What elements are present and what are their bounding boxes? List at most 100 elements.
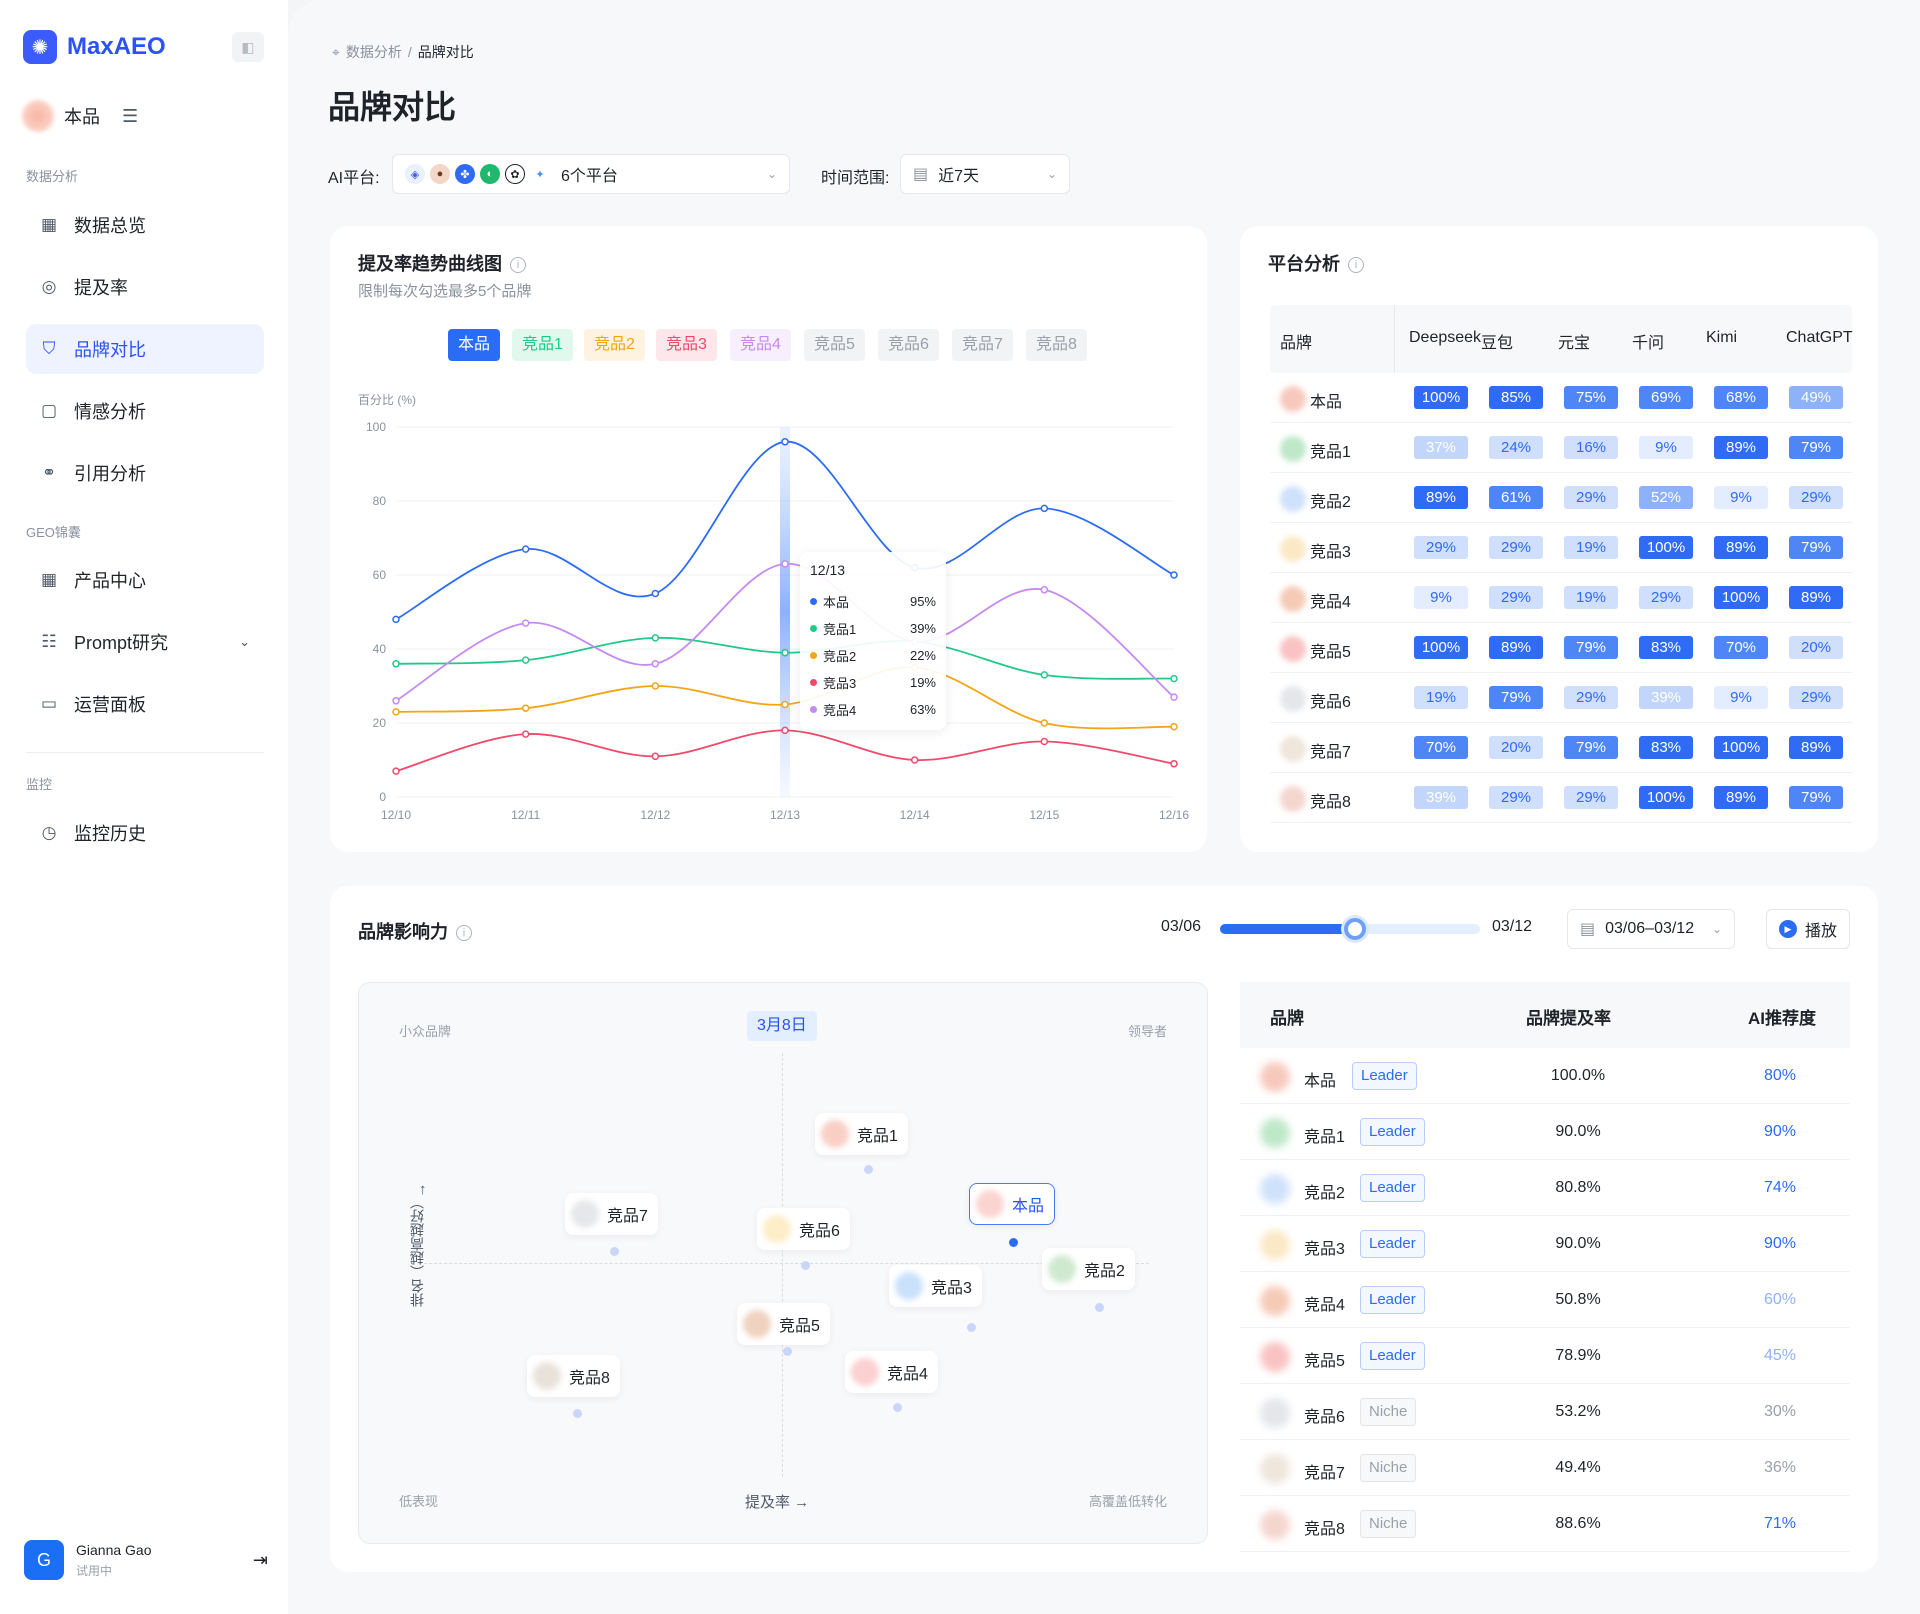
date-range-picker[interactable]: ▤ 03/06–03/12 ⌄ — [1567, 909, 1735, 949]
date-slider-track[interactable] — [1220, 918, 1480, 940]
influence-matrix: 小众品牌 领导者 低表现 高覆盖低转化 3月8日 提及率 → 排名（越高越好） … — [358, 982, 1208, 1544]
quadrant-top-right: 领导者 — [1127, 1024, 1167, 1039]
table-row[interactable]: 竞品8 Niche 88.6% 71% — [1240, 1496, 1850, 1552]
table-row[interactable]: 竞品2 Leader 80.8% 74% — [1240, 1160, 1850, 1216]
table-row[interactable]: 竞品4 Leader 50.8% 60% — [1240, 1272, 1850, 1328]
brand-chip-competitor-7[interactable]: 竞品7 — [952, 329, 1013, 361]
table-row[interactable]: 竞品5 Leader 78.9% 45% — [1240, 1328, 1850, 1384]
sidebar-item-label: 引用分析 — [74, 464, 146, 484]
user-profile[interactable]: G Gianna Gao 试用中 ⇥ — [24, 1540, 268, 1580]
brand-point[interactable] — [893, 1403, 902, 1412]
brand-point[interactable] — [610, 1247, 619, 1256]
info-icon[interactable]: i — [1348, 257, 1364, 274]
sidebar-item-monitor-history[interactable]: ◷ 监控历史 — [26, 808, 264, 858]
platform-select[interactable]: ◈ ● ✤ ◐ ✿ ✦ 6个平台 ⌄ — [392, 154, 790, 194]
brand-name: 竞品1 — [1310, 444, 1351, 461]
table-row[interactable]: 竞品8 39% 29% 29% 100% 89% 79% — [1270, 773, 1852, 823]
list-menu-icon[interactable]: ☰ — [122, 105, 139, 126]
chevron-down-icon[interactable]: ⌄ — [239, 634, 250, 649]
brand-bubble[interactable]: 竞品6 — [757, 1208, 850, 1250]
brand-chip-competitor-3[interactable]: 竞品3 — [656, 329, 717, 361]
matrix-vertical-axis — [782, 1053, 783, 1477]
sidebar-item-ops-panel[interactable]: ▭ 运营面板 — [26, 679, 264, 729]
brand-bubble[interactable]: 竞品4 — [845, 1351, 938, 1393]
brand-bubble[interactable]: 竞品3 — [889, 1265, 982, 1307]
collapse-sidebar-icon[interactable]: ◧ — [232, 32, 264, 62]
brand-point[interactable] — [783, 1347, 792, 1356]
brand-point[interactable] — [967, 1323, 976, 1332]
brand-chip-competitor-1[interactable]: 竞品1 — [512, 329, 573, 361]
table-row[interactable]: 竞品6 19% 79% 29% 39% 9% 29% — [1270, 673, 1852, 723]
table-row[interactable]: 竞品3 Leader 90.0% 90% — [1240, 1216, 1850, 1272]
table-row[interactable]: 本品 100% 85% 75% 69% 68% 49% — [1270, 373, 1852, 423]
sidebar-item-sentiment[interactable]: ▢ 情感分析 — [26, 386, 264, 436]
brand-name: 竞品2 — [1310, 494, 1351, 511]
value-badge: 19% — [1414, 686, 1468, 709]
brand-logo — [571, 1200, 599, 1228]
brand-bubble[interactable]: 竞品8 — [527, 1355, 620, 1397]
brand-chip-own[interactable]: 本品 — [448, 329, 501, 361]
table-row[interactable]: 竞品5 100% 89% 79% 83% 70% 20% — [1270, 623, 1852, 673]
table-row[interactable]: 竞品3 29% 29% 19% 100% 89% 79% — [1270, 523, 1852, 573]
table-row[interactable]: 竞品6 Niche 53.2% 30% — [1240, 1384, 1850, 1440]
sidebar-item-label: 品牌对比 — [74, 340, 146, 360]
table-row[interactable]: 竞品4 9% 29% 19% 29% 100% 89% — [1270, 573, 1852, 623]
sidebar-item-product-center[interactable]: ▦ 产品中心 — [26, 555, 264, 605]
brand-point[interactable] — [1095, 1303, 1104, 1312]
brand-bubble[interactable]: 竞品7 — [565, 1193, 658, 1235]
table-row[interactable]: 竞品1 Leader 90.0% 90% — [1240, 1104, 1850, 1160]
value-badge: 29% — [1414, 536, 1468, 559]
info-icon[interactable]: i — [510, 257, 526, 274]
brand-bubble[interactable]: 竞品5 — [737, 1303, 830, 1345]
deepseek-icon: ◈ — [405, 164, 425, 184]
table-row[interactable]: 竞品7 70% 20% 79% 83% 100% 89% — [1270, 723, 1852, 773]
data-point — [392, 697, 400, 705]
sidebar-item-citation[interactable]: ⚭ 引用分析 — [26, 448, 264, 498]
table-row[interactable]: 竞品7 Niche 49.4% 36% — [1240, 1440, 1850, 1496]
play-button[interactable]: ▶ 播放 — [1766, 909, 1850, 949]
date-slider-handle[interactable] — [1344, 918, 1367, 940]
brand-switcher[interactable]: 本品 ☰ — [22, 100, 138, 132]
x-tick-label: 12/11 — [511, 808, 540, 822]
brand-chip-competitor-4[interactable]: 竞品4 — [730, 329, 791, 361]
tooltip-row: 本品 95% — [810, 588, 936, 615]
brand-point[interactable] — [801, 1261, 810, 1270]
sidebar-item-mention-rate[interactable]: ◎ 提及率 — [26, 262, 264, 312]
brand-avatar — [22, 100, 54, 132]
brand-point[interactable] — [1009, 1238, 1018, 1247]
time-range-select[interactable]: ▤ 近7天 ⌄ — [900, 154, 1070, 194]
brand-chip-competitor-2[interactable]: 竞品2 — [584, 329, 645, 361]
brand-point[interactable] — [864, 1165, 873, 1174]
table-row[interactable]: 本品 Leader 100.0% 80% — [1240, 1048, 1850, 1104]
logout-icon[interactable]: ⇥ — [252, 1550, 268, 1570]
brand-logo — [1280, 636, 1306, 662]
table-row[interactable]: 竞品1 37% 24% 16% 9% 89% 79% — [1270, 423, 1852, 473]
legend-dot — [810, 625, 817, 632]
platform-select-value: 6个平台 — [561, 168, 618, 185]
platform-header-cell: ChatGPT — [1786, 329, 1853, 346]
app-logo[interactable]: ✺ MaxAEO — [23, 30, 166, 64]
data-point — [651, 682, 660, 690]
sidebar-item-prompt-research[interactable]: ☷ Prompt研究 ⌄ — [26, 617, 264, 667]
sidebar-item-overview[interactable]: ▦ 数据总览 — [26, 200, 264, 250]
tooltip-series-name: 竞品2 — [823, 649, 857, 664]
breadcrumb-parent[interactable]: 数据分析 — [345, 44, 402, 60]
brand-name: 竞品8 — [1304, 1521, 1345, 1538]
sidebar-item-brand-compare[interactable]: ⛉ 品牌对比 — [26, 324, 264, 374]
mention-rate-value: 88.6% — [1555, 1515, 1601, 1532]
brand-bubble[interactable]: 竞品2 — [1042, 1248, 1135, 1290]
brand-point[interactable] — [573, 1409, 582, 1418]
table-row[interactable]: 竞品2 89% 61% 29% 52% 9% 29% — [1270, 473, 1852, 523]
brand-chip-competitor-6[interactable]: 竞品6 — [878, 329, 939, 361]
brand-bubble[interactable]: 竞品1 — [815, 1113, 908, 1155]
platform-header-cell: Deepseek — [1409, 329, 1482, 346]
brand-chip-competitor-5[interactable]: 竞品5 — [804, 329, 865, 361]
status-badge: Leader — [1360, 1174, 1425, 1202]
brand-name: 竞品3 — [1304, 1241, 1345, 1258]
data-point — [1040, 504, 1049, 513]
brand-bubble[interactable]: 本品 — [969, 1183, 1056, 1225]
brand-name: 竞品8 — [1310, 794, 1351, 811]
brand-chip-competitor-8[interactable]: 竞品8 — [1026, 329, 1087, 361]
monitor-icon: ▭ — [40, 694, 58, 713]
info-icon[interactable]: i — [456, 925, 472, 942]
